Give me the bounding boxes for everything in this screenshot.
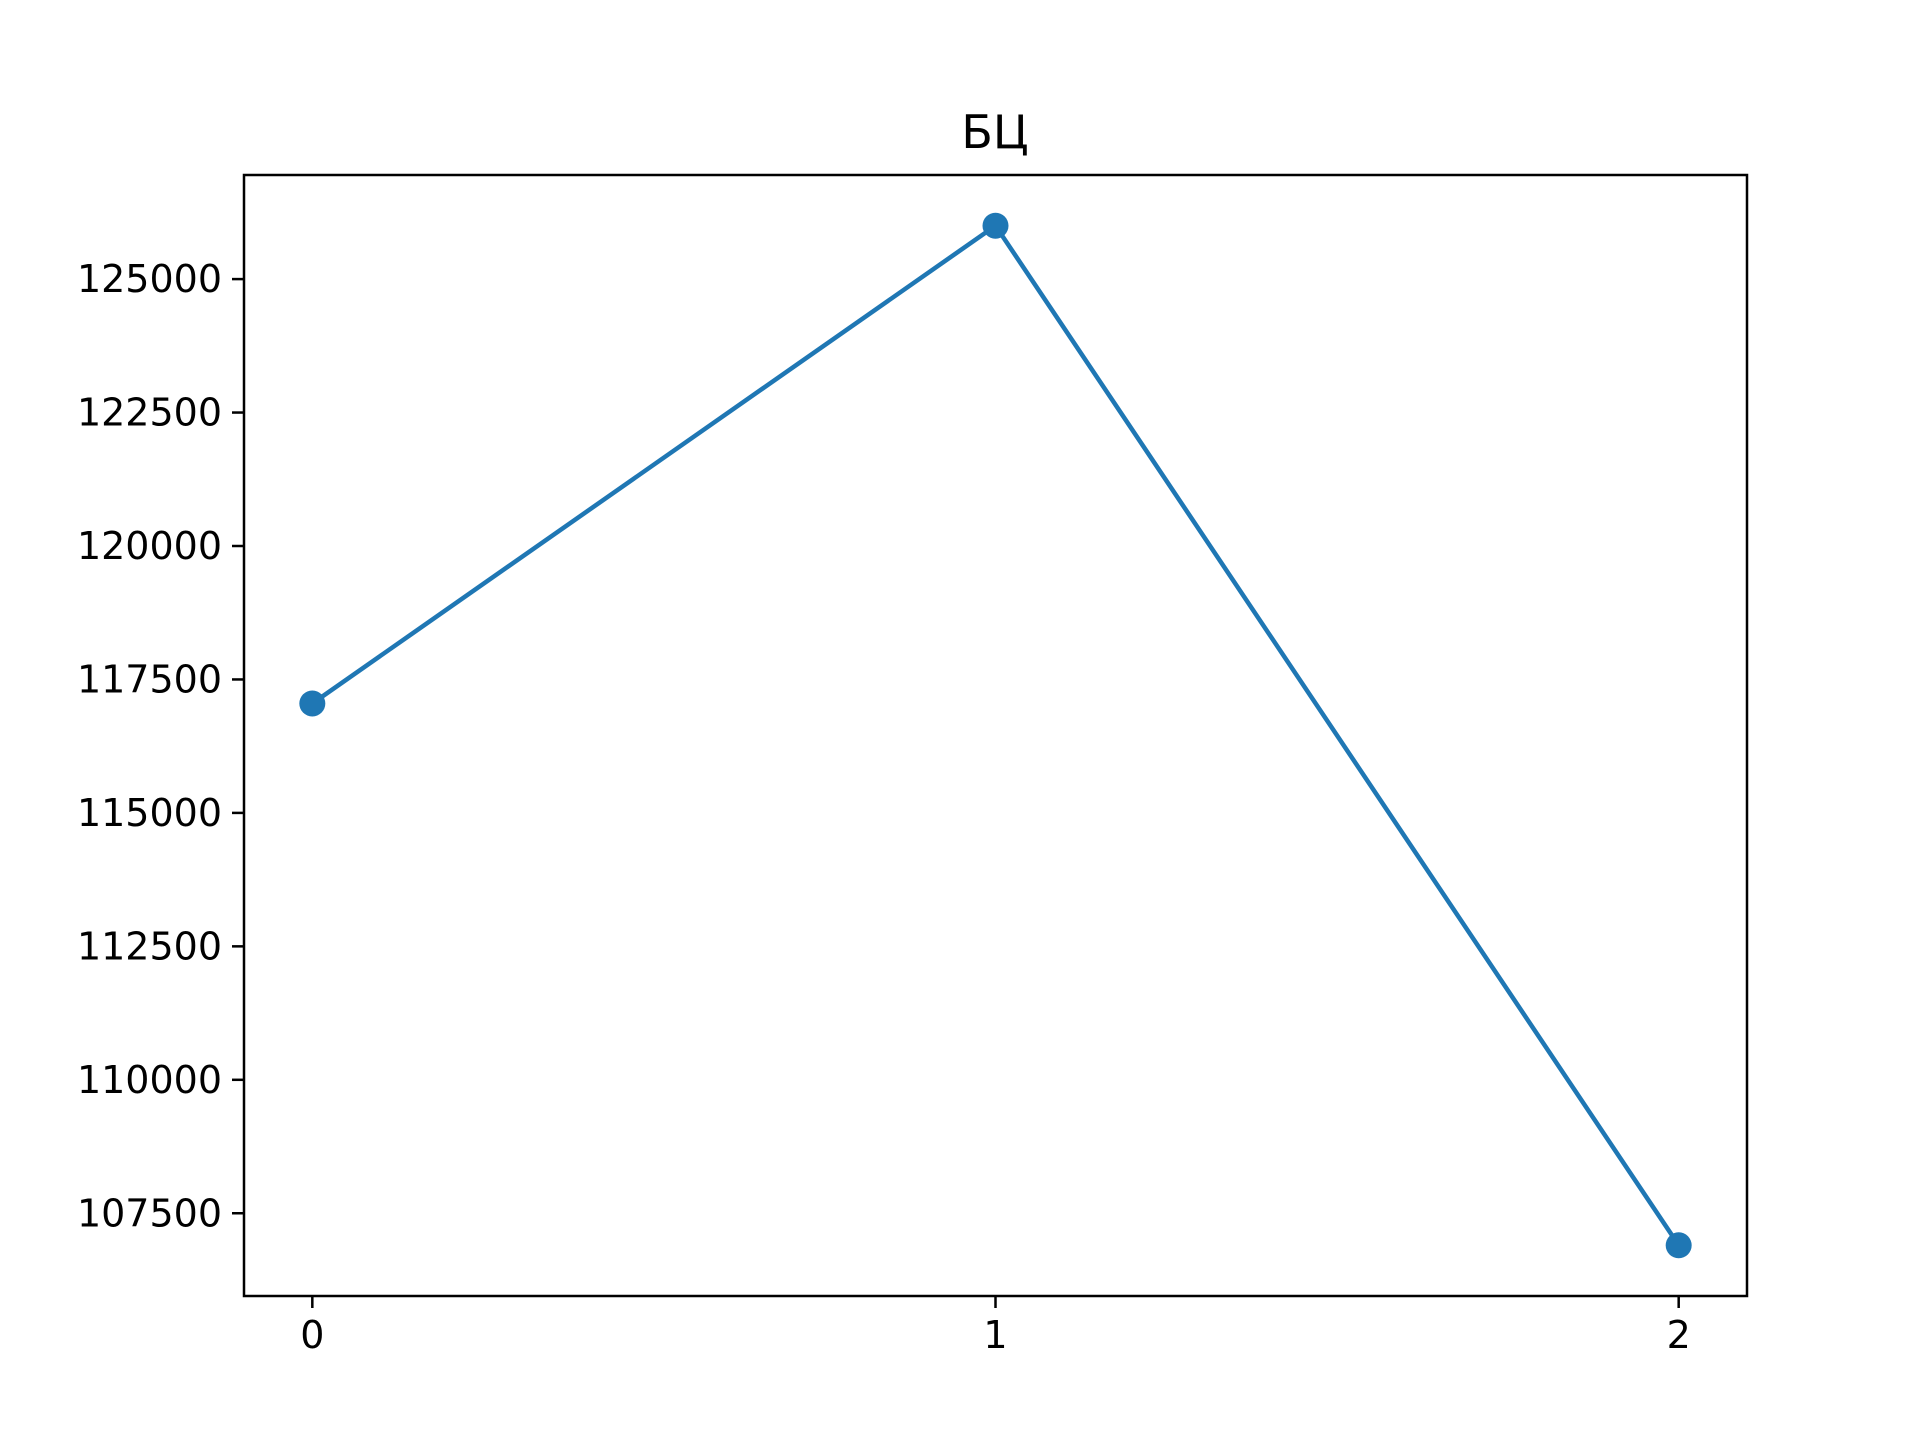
x-tick-label: 0: [300, 1313, 324, 1357]
x-tick-label: 2: [1667, 1313, 1691, 1357]
data-point: [1665, 1232, 1692, 1259]
y-tick-label: 125000: [77, 257, 222, 301]
series-layer: [299, 212, 1692, 1259]
plot-frame: [242, 173, 1749, 1298]
y-tick-label: 112500: [77, 924, 222, 968]
y-tick-label: 122500: [77, 391, 222, 435]
y-tick-label: 120000: [77, 524, 222, 568]
y-tick-label: 115000: [77, 791, 222, 835]
x-tick-label: 1: [983, 1313, 1007, 1357]
data-point: [299, 690, 326, 717]
y-tick-label: 117500: [77, 657, 222, 701]
y-axis: 107500 110000 112500 115000 117500 120000 1225…: [77, 257, 244, 1235]
y-tick-label: 107500: [77, 1191, 222, 1235]
data-point: [982, 212, 1009, 239]
series-line: [310, 223, 1681, 1248]
x-axis: 0 1 2: [300, 1296, 1691, 1357]
y-tick-label: 110000: [77, 1058, 222, 1102]
chart-title: БЦ: [961, 105, 1028, 159]
